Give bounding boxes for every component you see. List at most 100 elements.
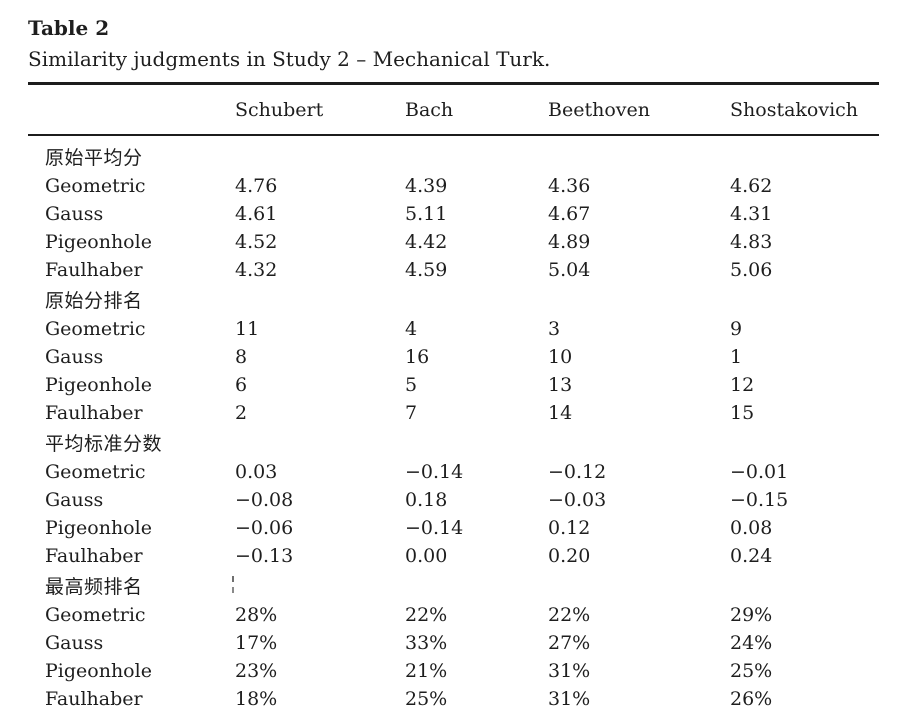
cell-value: 1 — [730, 346, 743, 368]
cell-value: 4.83 — [730, 231, 773, 253]
section-row: 平均标准分数 — [28, 427, 879, 458]
cell-value: 12 — [730, 374, 755, 396]
cell-value: 3 — [548, 318, 561, 340]
table-row: Faulhaber −0.13 0.00 0.20 0.24 — [28, 542, 879, 570]
row-label: Geometric — [45, 175, 146, 197]
cell-value: 4.52 — [235, 231, 278, 253]
cell-value: 33% — [405, 632, 448, 654]
row-label: Pigeonhole — [45, 374, 152, 396]
cell-value: 25% — [405, 688, 448, 710]
cell-value: 4.67 — [548, 203, 591, 225]
cell-value: 4.31 — [730, 203, 773, 225]
section-header: 原始平均分 — [45, 147, 143, 169]
row-label: Gauss — [45, 346, 104, 368]
row-label: Gauss — [45, 203, 104, 225]
cell-value: 25% — [730, 660, 773, 682]
table-row: Faulhaber 4.32 4.59 5.04 5.06 — [28, 256, 879, 284]
cell-value: 24% — [730, 632, 773, 654]
cell-value: 4.61 — [235, 203, 278, 225]
cell-value: 26% — [730, 688, 773, 710]
table-row: Gauss −0.08 0.18 −0.03 −0.15 — [28, 486, 879, 514]
cell-value: 4.42 — [405, 231, 448, 253]
table-row: Geometric 11 4 3 9 — [28, 315, 879, 343]
row-label: Geometric — [45, 604, 146, 626]
cell-value: 4.36 — [548, 175, 591, 197]
cell-value: 22% — [548, 604, 591, 626]
row-label: Geometric — [45, 318, 146, 340]
section-header: 最高频排名 — [45, 576, 143, 598]
row-label: Faulhaber — [45, 402, 143, 424]
cell-value: 5.06 — [730, 259, 773, 281]
row-label: Faulhaber — [45, 688, 143, 710]
cell-value: 4.76 — [235, 175, 278, 197]
cell-value: 14 — [548, 402, 573, 424]
cell-value: 4.39 — [405, 175, 448, 197]
cell-value: 5.04 — [548, 259, 591, 281]
cell-value: −0.14 — [405, 461, 464, 483]
cell-value: 9 — [730, 318, 743, 340]
table-row: Faulhaber 2 7 14 15 — [28, 399, 879, 427]
cell-value: 8 — [235, 346, 248, 368]
cell-value: 18% — [235, 688, 278, 710]
row-label: Pigeonhole — [45, 231, 152, 253]
cell-value: 15 — [730, 402, 755, 424]
table-row: Pigeonhole −0.06 −0.14 0.12 0.08 — [28, 514, 879, 542]
table-body: 原始平均分 Geometric 4.76 4.39 4.36 4.62 Gauss 4.61 5… — [28, 136, 879, 713]
section-row: 原始平均分 — [28, 141, 879, 172]
cell-value: 4.62 — [730, 175, 773, 197]
section-row: 原始分排名 — [28, 284, 879, 315]
section-row: 最高频排名 — [28, 570, 879, 601]
table-block: Table 2 Similarity judgments in Study 2 … — [28, 16, 879, 713]
row-label: Gauss — [45, 489, 104, 511]
cell-value: 4.89 — [548, 231, 591, 253]
table-row: Pigeonhole 4.52 4.42 4.89 4.83 — [28, 228, 879, 256]
cell-value: 0.12 — [548, 517, 591, 539]
header-rule — [28, 134, 879, 136]
table-row: Gauss 17% 33% 27% 24% — [28, 629, 879, 657]
cell-value: 4.59 — [405, 259, 448, 281]
table-row: Faulhaber 18% 25% 31% 26% — [28, 685, 879, 713]
cell-value: −0.15 — [730, 489, 789, 511]
cell-value: 22% — [405, 604, 448, 626]
cell-value: 13 — [548, 374, 573, 396]
column-header-shostakovich: Shostakovich — [730, 98, 859, 121]
row-label: Pigeonhole — [45, 517, 152, 539]
top-rule — [28, 82, 879, 85]
cell-value: −0.06 — [235, 517, 294, 539]
table-row: Geometric 4.76 4.39 4.36 4.62 — [28, 172, 879, 200]
cell-value: 0.20 — [548, 545, 591, 567]
row-label: Geometric — [45, 461, 146, 483]
cell-value: 4 — [405, 318, 418, 340]
cell-value: 2 — [235, 402, 248, 424]
column-header-row: Schubert Bach Beethoven Shostakovich — [28, 85, 879, 134]
cell-value: −0.12 — [548, 461, 607, 483]
cell-value: 11 — [235, 318, 260, 340]
cell-value: 6 — [235, 374, 248, 396]
cell-value: 17% — [235, 632, 278, 654]
section-header: 平均标准分数 — [45, 433, 163, 455]
column-header-schubert: Schubert — [235, 98, 324, 121]
cell-value: 4.32 — [235, 259, 278, 281]
cell-value: 0.03 — [235, 461, 278, 483]
cell-value: 23% — [235, 660, 278, 682]
cell-value: 28% — [235, 604, 278, 626]
cell-value: 16 — [405, 346, 430, 368]
cell-value: 31% — [548, 688, 591, 710]
row-label: Gauss — [45, 632, 104, 654]
cell-value: 0.18 — [405, 489, 448, 511]
cell-value: 0.00 — [405, 545, 448, 567]
cell-value: −0.14 — [405, 517, 464, 539]
table-row: Geometric 28% 22% 22% 29% — [28, 601, 879, 629]
row-label: Pigeonhole — [45, 660, 152, 682]
table-row: Pigeonhole 23% 21% 31% 25% — [28, 657, 879, 685]
cell-value: 0.24 — [730, 545, 773, 567]
row-label: Faulhaber — [45, 259, 143, 281]
cell-value: 0.08 — [730, 517, 773, 539]
cell-value: 5 — [405, 374, 418, 396]
cell-value: 29% — [730, 604, 773, 626]
cell-value: −0.08 — [235, 489, 294, 511]
cell-value: 21% — [405, 660, 448, 682]
table-title: Table 2 — [28, 16, 110, 40]
scan-speck-artifact — [232, 576, 234, 582]
